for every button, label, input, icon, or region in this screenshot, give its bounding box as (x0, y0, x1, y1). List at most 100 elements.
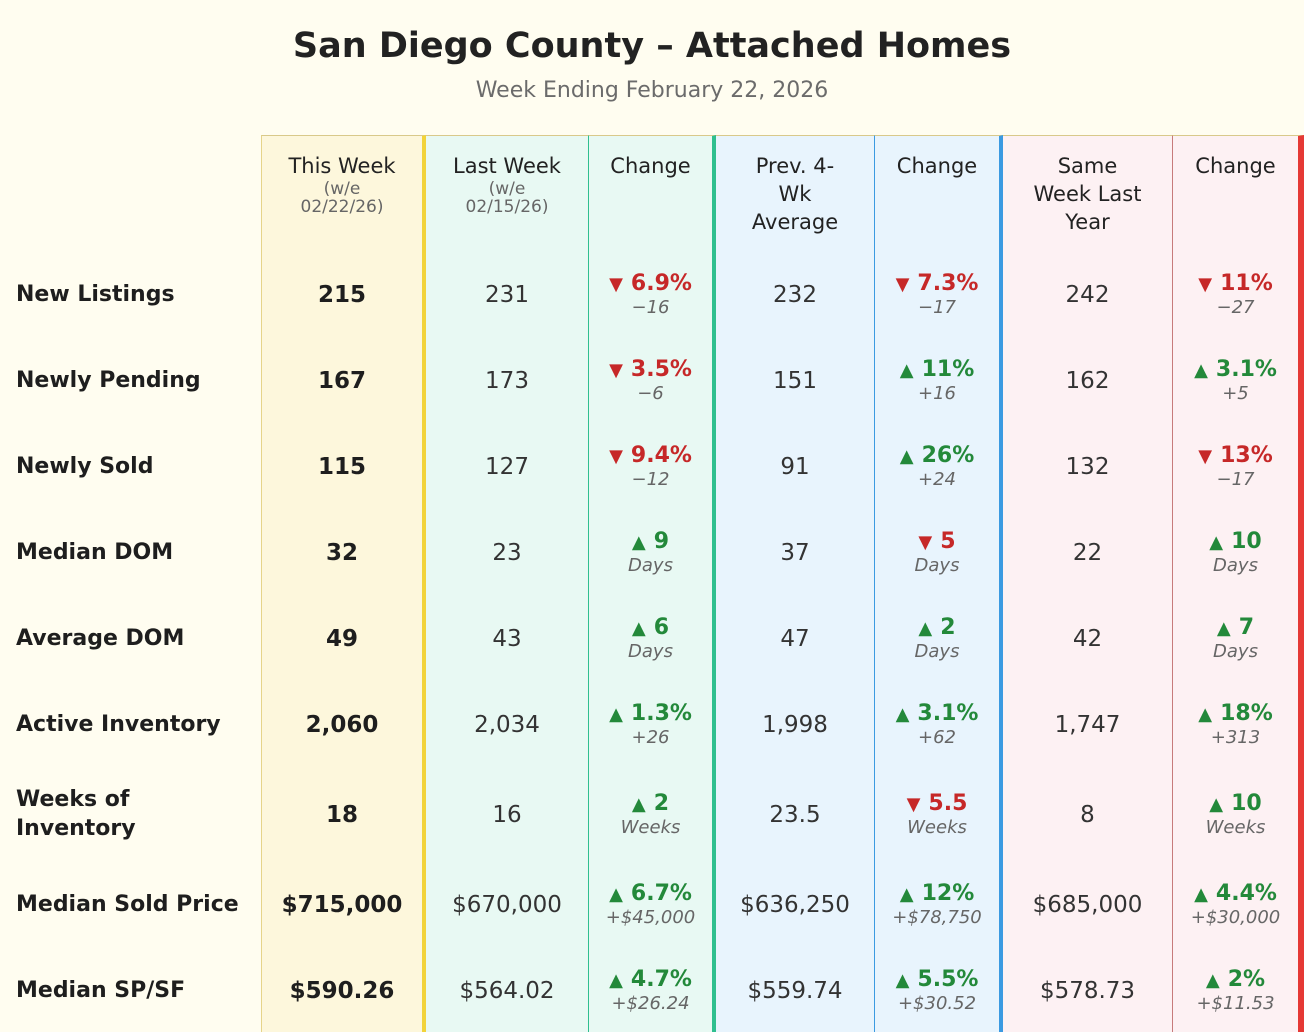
table-cell: ▼ 3.5% −6 (589, 351, 712, 411)
change-amount: 26% (921, 443, 975, 468)
arrow-up-icon: ▲ (918, 618, 933, 639)
change-detail: −6 (637, 383, 664, 404)
change-value: ▲ 10 (1209, 529, 1261, 555)
change-detail: Weeks (907, 817, 967, 838)
change-detail: +$78,750 (892, 907, 982, 928)
table-cell: ▼ 13% −17 (1173, 437, 1298, 497)
change-value: ▲ 2% (1206, 967, 1265, 993)
table-cell: $636,250 (716, 875, 874, 935)
row-label-text: Median Sold Price (16, 891, 239, 917)
change-value: ▲ 4.7% (609, 967, 692, 993)
change-detail: Days (628, 555, 673, 576)
change-amount: 7 (1238, 615, 1255, 640)
arrow-up-icon: ▲ (1194, 884, 1208, 905)
change-value: ▲ 3.1% (1194, 357, 1277, 383)
arrow-up-icon: ▲ (895, 970, 910, 991)
change-detail: Weeks (620, 817, 681, 838)
table-cell: ▼ 5 Days (875, 523, 999, 583)
row-label-text: Active Inventory (16, 711, 221, 737)
change-amount: 5.5 (928, 791, 968, 816)
change-value: ▼ 11% (1198, 271, 1273, 297)
cell-value: 8 (1080, 802, 1095, 828)
column-header-label: Last Week (453, 154, 561, 178)
arrow-up-icon: ▲ (609, 884, 623, 905)
column-header: This Week (w/e 02/22/26) (262, 152, 422, 216)
row-label-text: Weeks of Inventory (16, 787, 136, 841)
change-amount: 5 (940, 529, 956, 554)
table-cell: $578.73 (1003, 961, 1172, 1021)
cell-value: 42 (1072, 626, 1103, 652)
table-cell: 2,060 (262, 695, 422, 755)
row-label: Active Inventory (16, 694, 256, 754)
change-amount: 2 (653, 791, 670, 816)
change-value: ▲ 11% (900, 357, 975, 383)
table-cell: 16 (426, 785, 588, 845)
change-amount: 6.7% (630, 881, 692, 906)
column-chg2: Change ▼ 7.3% −17 ▲ 11% +16 ▲ 26% +24 ▼ 5 Days ▲ 2 Days… (875, 135, 1003, 1032)
arrow-down-icon: ▼ (895, 274, 910, 295)
change-amount: 3.5% (630, 357, 692, 382)
row-label: Average DOM (16, 608, 256, 668)
table-cell: ▲ 3.1% +62 (875, 695, 999, 755)
cell-value: 32 (325, 540, 358, 566)
change-detail: Weeks (1205, 817, 1266, 838)
cell-value: 167 (317, 368, 366, 394)
column-header: Last Week (w/e 02/15/26) (426, 152, 588, 216)
cell-value: 242 (1065, 282, 1110, 308)
column-header-date: (w/e 02/22/26) (300, 179, 384, 217)
table-cell: ▲ 2 Weeks (589, 785, 712, 845)
arrow-up-icon: ▲ (631, 532, 646, 553)
table-cell: 8 (1003, 785, 1172, 845)
change-detail: +62 (918, 727, 956, 748)
change-amount: 4.4% (1215, 881, 1277, 906)
column-prev4: Prev. 4-Wk Average 232 151 91 37 47 1,998 23.5 $… (716, 135, 875, 1032)
cell-value: $636,250 (740, 892, 850, 918)
cell-value: 127 (485, 454, 529, 480)
change-detail: Days (914, 641, 960, 662)
cell-value: 132 (1065, 454, 1110, 480)
cell-value: 1,747 (1054, 712, 1121, 738)
change-value: ▼ 7.3% (896, 271, 979, 297)
cell-value: 91 (780, 454, 810, 480)
cell-value: 18 (325, 802, 358, 828)
table-cell: 23.5 (716, 785, 874, 845)
table-cell: 23 (426, 523, 588, 583)
cell-value: 232 (773, 282, 817, 308)
row-label: New Listings (16, 264, 256, 324)
row-label-text: Newly Pending (16, 367, 201, 393)
table-cell: 42 (1003, 609, 1172, 669)
column-header-label: This Week (288, 154, 396, 178)
change-value: ▲ 9 (632, 529, 669, 555)
table-cell: ▲ 3.1% +5 (1173, 351, 1298, 411)
change-value: ▲ 5.5% (896, 967, 979, 993)
cell-value: 1,998 (762, 712, 828, 738)
cell-value: 2,034 (474, 712, 540, 738)
table-cell: ▲ 6.7% +$45,000 (589, 875, 712, 935)
change-amount: 9.4% (630, 443, 692, 468)
change-detail: −12 (631, 469, 670, 490)
cell-value: $590.26 (289, 978, 395, 1004)
table-cell: 47 (716, 609, 874, 669)
change-amount: 9 (653, 529, 670, 554)
table-cell: 232 (716, 265, 874, 325)
cell-value: $670,000 (452, 892, 562, 918)
arrow-up-icon: ▲ (899, 884, 914, 905)
table-cell: ▼ 5.5 Weeks (875, 785, 999, 845)
table-cell: 43 (426, 609, 588, 669)
change-value: ▼ 5.5 (907, 791, 968, 817)
table-cell: ▼ 11% −27 (1173, 265, 1298, 325)
cell-value: 173 (485, 368, 529, 394)
change-detail: +$26.24 (611, 993, 690, 1014)
table-cell: 18 (262, 785, 422, 845)
table-cell: ▲ 1.3% +26 (589, 695, 712, 755)
change-detail: +16 (918, 383, 956, 404)
cell-value: $559.74 (747, 978, 843, 1004)
change-value: ▲ 18% (1198, 701, 1273, 727)
table-cell: 215 (262, 265, 422, 325)
table-cell: ▲ 5.5% +$30.52 (875, 961, 999, 1021)
change-detail: +$30,000 (1190, 907, 1281, 928)
change-value: ▲ 1.3% (609, 701, 692, 727)
cell-value: 231 (485, 282, 529, 308)
table-cell: ▲ 4.4% +$30,000 (1173, 875, 1298, 935)
row-label: Newly Sold (16, 436, 256, 496)
